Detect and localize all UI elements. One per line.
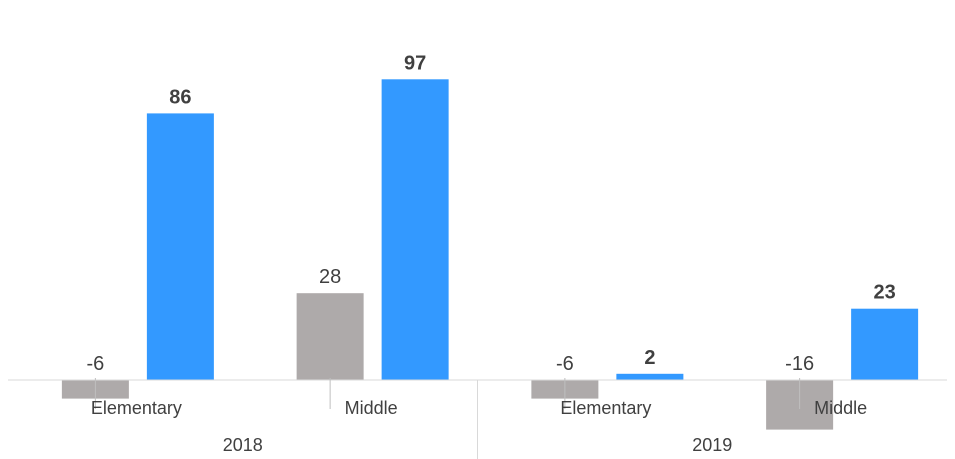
bar-2019-elementary-series-2 [616, 373, 684, 380]
category-label: Elementary [560, 398, 651, 418]
group-label: 2018 [223, 435, 263, 455]
data-labels-layer: -6 86 28 97 -6 2 -16 23 [86, 52, 895, 375]
category-label: Middle [814, 398, 867, 418]
data-label: 2 [644, 347, 655, 369]
bars-layer [61, 79, 919, 430]
category-ticks-layer [94, 378, 801, 459]
bar-2018-middle-series-1 [296, 293, 364, 380]
category-labels-layer: Elementary Middle 2018 Elementary Middle 2019 [91, 398, 867, 455]
data-label: 28 [319, 266, 341, 288]
bar-2019-middle-series-2 [851, 308, 919, 380]
data-label: -16 [785, 353, 814, 375]
data-label: -6 [86, 353, 104, 375]
group-label: 2019 [692, 435, 732, 455]
bar-2018-elementary-series-2 [146, 113, 214, 381]
data-label: 86 [169, 86, 191, 108]
data-label: 97 [404, 52, 426, 74]
bar-2018-middle-series-2 [381, 79, 449, 381]
category-label: Elementary [91, 398, 182, 418]
data-label: -6 [556, 353, 574, 375]
category-label: Middle [345, 398, 398, 418]
data-label: 23 [874, 282, 896, 304]
